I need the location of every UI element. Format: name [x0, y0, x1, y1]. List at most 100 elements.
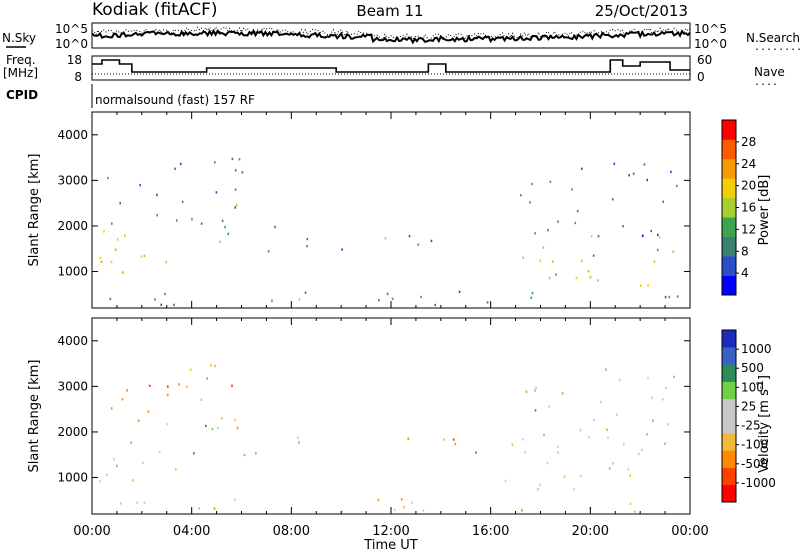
- scatter-cell: [597, 279, 599, 282]
- cpid-label: CPID: [6, 88, 38, 102]
- scatter-cell: [611, 198, 614, 201]
- scatter-cell: [676, 295, 679, 298]
- scatter-cell: [100, 260, 103, 264]
- scatter-cell: [563, 475, 566, 478]
- scatter-cell: [142, 461, 144, 465]
- scatter-cell: [664, 442, 666, 445]
- scatter-cell: [530, 296, 532, 299]
- scatter-cell: [121, 398, 124, 401]
- colorbar-tick-label: 500: [741, 361, 764, 375]
- scatter-cell: [628, 174, 630, 177]
- scatter-cell: [221, 219, 224, 223]
- velocity-scatter-layer: [99, 364, 675, 513]
- scatter-cell: [136, 501, 139, 504]
- scatter-cell: [443, 438, 445, 441]
- scatter-cell: [552, 260, 554, 263]
- scatter-cell: [297, 436, 299, 439]
- scatter-cell: [243, 453, 246, 457]
- scatter-cell: [241, 171, 244, 174]
- colorbar-tick-label: 25: [741, 399, 756, 413]
- scatter-cell: [156, 214, 158, 217]
- scatter-cell: [238, 158, 241, 161]
- power-y-axis: 1000 2000 3000 4000: [57, 128, 690, 279]
- scatter-cell: [534, 409, 537, 412]
- scatter-cell: [124, 234, 126, 237]
- scatter-cell: [234, 169, 237, 172]
- colorbar-band: [722, 158, 736, 179]
- scatter-cell: [673, 375, 675, 379]
- power-ylabel: Slant Range [km]: [27, 154, 42, 267]
- scatter-cell: [200, 222, 203, 225]
- freq-label-1: Freq.: [6, 53, 36, 67]
- scatter-cell: [186, 385, 188, 388]
- power-panel: 1000 2000 3000 4000 Slant Range [km] 4 8 12 16…: [27, 111, 772, 309]
- scatter-cell: [231, 384, 233, 387]
- scatter-cell: [393, 508, 396, 512]
- noise-tick-left-low: 10^0: [55, 37, 88, 51]
- scatter-cell: [646, 178, 648, 182]
- scatter-cell: [378, 299, 380, 302]
- colorbar-tick-label: 16: [741, 201, 756, 215]
- scatter-cell: [227, 232, 230, 236]
- scatter-cell: [657, 233, 659, 237]
- scatter-cell: [525, 390, 528, 393]
- scatter-cell: [175, 468, 177, 471]
- scatter-cell: [537, 488, 539, 491]
- scatter-cell: [178, 383, 180, 386]
- scatter-cell: [214, 364, 216, 368]
- scatter-cell: [672, 250, 675, 253]
- scatter-cell: [267, 250, 270, 253]
- beam-title: Beam 11: [356, 2, 423, 20]
- scatter-cell: [411, 501, 413, 504]
- scatter-cell: [458, 290, 461, 293]
- scatter-cell: [547, 229, 549, 232]
- scatter-cell: [140, 255, 143, 258]
- scatter-cell: [391, 297, 394, 300]
- scatter-cell: [255, 452, 257, 455]
- scatter-cell: [306, 244, 308, 248]
- scatter-cell: [656, 248, 659, 252]
- scatter-cell: [522, 256, 524, 259]
- scatter-cell: [557, 445, 559, 448]
- scatter-cell: [103, 230, 105, 233]
- scatter-cell: [298, 441, 300, 444]
- colorbar-band: [722, 197, 736, 218]
- scatter-cell: [191, 218, 193, 221]
- scatter-cell: [99, 479, 102, 483]
- scatter-cell: [629, 474, 631, 477]
- scatter-cell: [641, 234, 644, 237]
- scatter-cell: [579, 429, 582, 432]
- scatter-cell: [158, 451, 161, 454]
- colorbar-band: [722, 256, 736, 276]
- scatter-cell: [236, 426, 239, 430]
- scatter-cell: [403, 505, 405, 509]
- colorbar-tick-label: 24: [741, 157, 756, 171]
- scatter-cell: [555, 273, 557, 276]
- scatter-cell: [521, 509, 523, 512]
- scatter-cell: [549, 180, 552, 183]
- scatter-cell: [529, 201, 531, 204]
- y-tick-label: 2000: [57, 425, 88, 439]
- colorbar-band: [722, 236, 736, 257]
- scatter-cell: [430, 239, 433, 243]
- scatter-cell: [588, 436, 590, 439]
- scatter-cell: [486, 301, 489, 304]
- scatter-cell: [504, 479, 507, 483]
- scatter-cell: [613, 162, 616, 165]
- nave-label: Nave: [754, 65, 785, 79]
- x-tick-label: 00:00: [671, 524, 708, 539]
- scatter-cell: [452, 438, 455, 441]
- scatter-cell: [608, 467, 611, 470]
- scatter-cell: [137, 419, 140, 422]
- scatter-cell: [581, 167, 583, 170]
- scatter-cell: [110, 260, 113, 264]
- scatter-cell: [111, 222, 113, 225]
- scatter-cell: [665, 386, 667, 389]
- colorbar-tick-label: -500: [741, 457, 768, 471]
- scatter-cell: [147, 410, 150, 413]
- y-tick-label: 1000: [57, 471, 88, 485]
- scatter-cell: [627, 468, 630, 471]
- nsky-trace: [91, 28, 691, 45]
